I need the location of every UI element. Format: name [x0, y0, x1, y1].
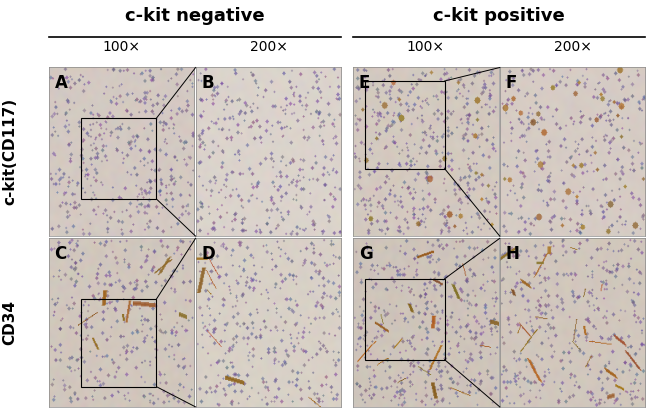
Bar — [81, 118, 157, 199]
Text: CD34: CD34 — [3, 300, 18, 345]
Text: C: C — [55, 245, 67, 263]
Text: 100×: 100× — [103, 40, 140, 54]
Text: H: H — [506, 245, 519, 263]
Bar — [365, 81, 445, 169]
Text: 200×: 200× — [554, 40, 592, 54]
Text: A: A — [55, 74, 68, 92]
Text: G: G — [359, 245, 372, 263]
Text: D: D — [202, 245, 215, 263]
Text: E: E — [359, 74, 370, 92]
Text: c-kit negative: c-kit negative — [125, 7, 265, 25]
Text: c-kit positive: c-kit positive — [434, 7, 565, 25]
Text: F: F — [506, 74, 517, 92]
Bar — [365, 279, 445, 360]
Text: 100×: 100× — [407, 40, 445, 54]
Text: 200×: 200× — [250, 40, 287, 54]
Text: c-kit(CD117): c-kit(CD117) — [3, 98, 18, 205]
Bar — [81, 299, 157, 387]
Text: B: B — [202, 74, 214, 92]
